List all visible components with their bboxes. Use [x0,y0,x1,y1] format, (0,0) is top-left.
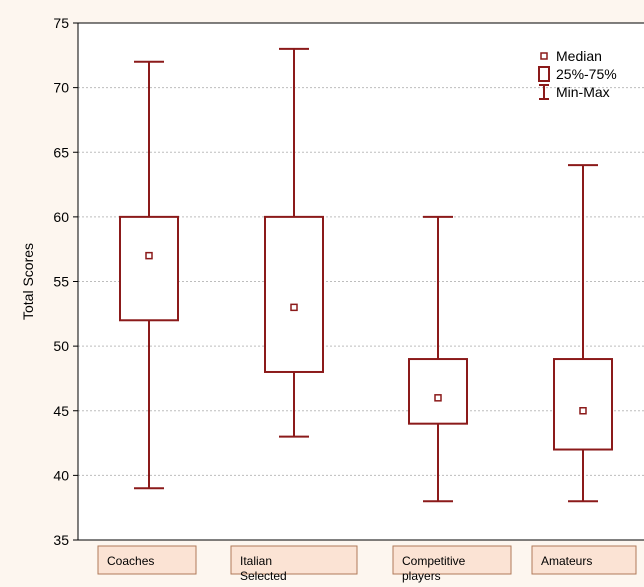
category-label-text: Selected [240,569,287,583]
category-label: Amateurs [531,545,637,575]
legend-median-icon [540,52,548,60]
category-label-box [392,545,512,575]
boxes [119,47,613,503]
legend-label: 25%-75% [556,66,617,82]
median-marker [579,407,587,415]
median-marker [145,251,153,260]
legend-label: Median [556,48,602,64]
y-axis: 35 40 45 50 55 60 65 70 75 [53,15,644,548]
y-tick-label: 65 [53,144,69,160]
median-marker [434,394,442,402]
y-tick-label: 70 [53,80,69,96]
y-tick-label: 40 [53,467,69,483]
legend-label: Min-Max [556,84,610,100]
category-label-text: Italian [240,554,272,568]
box-group [264,47,324,438]
category-label-text: Coaches [107,554,154,568]
category-label-text: Amateurs [541,554,592,568]
iqr-box [119,215,179,322]
box-group [119,60,179,490]
y-tick-label: 55 [53,274,69,290]
median-marker [290,303,298,312]
y-tick-label: 60 [53,209,69,225]
category-label-box [97,545,197,575]
legend: Median 25%-75% Min-Max [538,48,617,100]
y-tick-label: 45 [53,403,69,419]
legend-item: Median [540,48,602,64]
y-tick-label: 75 [53,15,69,31]
y-tick-label: 35 [53,532,69,548]
category-label-text: players [402,569,441,583]
legend-item: Min-Max [539,84,610,100]
iqr-box [408,358,468,425]
y-axis-title: Total Scores [20,243,36,320]
category-label: Coaches [97,545,197,575]
category-label-box [230,545,358,575]
box-group [408,215,468,503]
iqr-box [553,358,613,451]
iqr-box [264,215,324,373]
category-label-text: Competitive [402,554,466,568]
box-group [553,164,613,503]
legend-box-icon [538,66,550,82]
y-tick-label: 50 [53,338,69,354]
category-label-box [531,545,637,575]
legend-item: 25%-75% [538,66,617,82]
